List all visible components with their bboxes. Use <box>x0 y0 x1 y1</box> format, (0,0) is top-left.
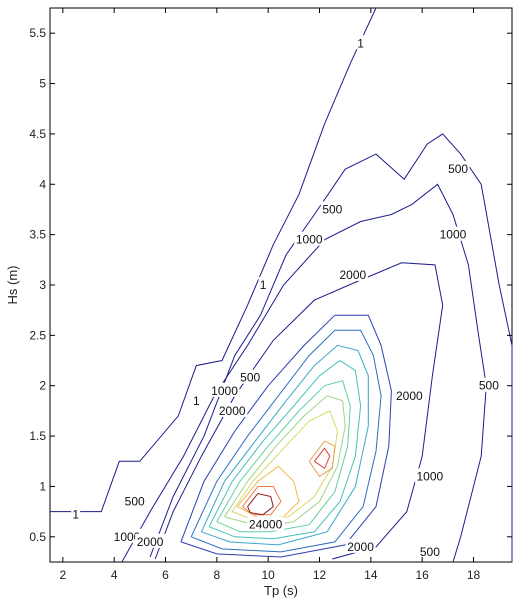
contour-line-14000-9 <box>224 395 346 528</box>
contour-label-2000: 2000 <box>137 535 164 549</box>
contour-label-500: 500 <box>448 162 468 176</box>
contour-label-bg <box>258 277 268 291</box>
y-tick-label: 4.5 <box>29 127 46 141</box>
contour-label-500: 500 <box>420 545 440 559</box>
y-tick-label: 5.5 <box>29 26 46 40</box>
x-tick-label: 2 <box>59 568 66 582</box>
contour-label-bg <box>209 382 240 397</box>
contour-line-6000-5 <box>190 329 382 553</box>
contour-line-2000-3 <box>154 262 444 560</box>
contour-label-bg <box>238 369 262 384</box>
contour-line-20000-13 <box>242 486 282 516</box>
contour-label-1: 1 <box>193 394 200 408</box>
x-axis-ticks: 2 4 6 8 10 12 14 16 18 <box>59 8 480 582</box>
contour-label-bg <box>394 387 425 402</box>
x-tick-label: 10 <box>261 568 275 582</box>
contour-label-24000: 24000 <box>249 518 283 532</box>
contour-label-bg <box>135 533 166 548</box>
contour-label-1000: 1000 <box>440 228 467 242</box>
contour-label-bg <box>217 402 248 417</box>
contour-line-1000-2 <box>121 183 487 563</box>
contour-label-1: 1 <box>357 36 364 50</box>
contour-label-bg <box>345 538 376 553</box>
y-tick-label: 2 <box>39 379 46 393</box>
contour-label-bg <box>477 377 501 392</box>
x-tick-label: 18 <box>467 568 481 582</box>
contour-label-1000: 1000 <box>417 469 444 483</box>
x-axis-label: Tp (s) <box>264 583 298 598</box>
contour-label-bg <box>337 266 368 281</box>
contour-label-2000: 2000 <box>340 268 367 282</box>
contour-label-1000: 1000 <box>296 233 323 247</box>
contour-line-500-1 <box>149 133 513 562</box>
contour-line-22000-14 <box>314 447 331 470</box>
x-tick-label: 8 <box>213 568 220 582</box>
contour-label-bg <box>356 35 366 50</box>
contour-label-bg <box>112 528 142 543</box>
contour-label-1000: 1000 <box>114 530 141 544</box>
y-axis-label: Hs (m) <box>5 266 20 305</box>
x-tick-label: 6 <box>162 568 169 582</box>
y-tick-label: 2.5 <box>29 328 46 342</box>
contour-label-bg <box>437 226 468 241</box>
y-tick-label: 4 <box>39 177 46 191</box>
contour-label-2000: 2000 <box>396 389 423 403</box>
contour-line-10000-7 <box>208 359 362 540</box>
contour-label-bg <box>71 506 81 521</box>
contour-label-1: 1 <box>72 508 79 522</box>
x-tick-label: 16 <box>415 568 429 582</box>
contour-label-500: 500 <box>125 495 145 509</box>
y-axis-ticks: 0.5 1 1.5 2 2.5 3 3.5 4 4.5 5 5.5 <box>29 26 512 544</box>
y-tick-label: 3 <box>39 278 46 292</box>
x-tick-label: 12 <box>313 568 327 582</box>
contour-label-2000: 2000 <box>347 540 374 554</box>
contour-label-1: 1 <box>260 278 267 292</box>
contour-line-24000-15 <box>247 492 274 516</box>
contour-label-bg <box>418 543 442 558</box>
y-tick-label: 3.5 <box>29 228 46 242</box>
y-tick-label: 5 <box>39 77 46 91</box>
contour-label-2000: 2000 <box>219 404 246 418</box>
contour-label-bg <box>414 468 445 483</box>
contour-label-500: 500 <box>479 379 499 393</box>
y-tick-label: 1.5 <box>29 429 46 443</box>
contour-label-bg <box>294 231 325 246</box>
contour-label-bg <box>320 201 344 216</box>
x-tick-label: 4 <box>111 568 118 582</box>
contour-line-8000-6 <box>200 344 369 546</box>
contour-label-500: 500 <box>240 371 260 385</box>
y-tick-label: 0.5 <box>29 530 46 544</box>
contour-line-1-0 <box>50 7 377 513</box>
contour-label-bg <box>191 392 201 407</box>
contour-line-12000-8 <box>216 380 351 533</box>
contour-lines <box>50 7 513 563</box>
contour-label-bg <box>247 516 285 531</box>
contour-label-bg <box>446 161 470 176</box>
x-tick-label: 14 <box>364 568 378 582</box>
contour-label-bg <box>123 493 147 508</box>
contour-label-1000: 1000 <box>211 384 238 398</box>
contour-label-500: 500 <box>322 202 342 216</box>
y-tick-label: 1 <box>39 479 46 493</box>
contour-line-18000-12 <box>308 440 336 478</box>
